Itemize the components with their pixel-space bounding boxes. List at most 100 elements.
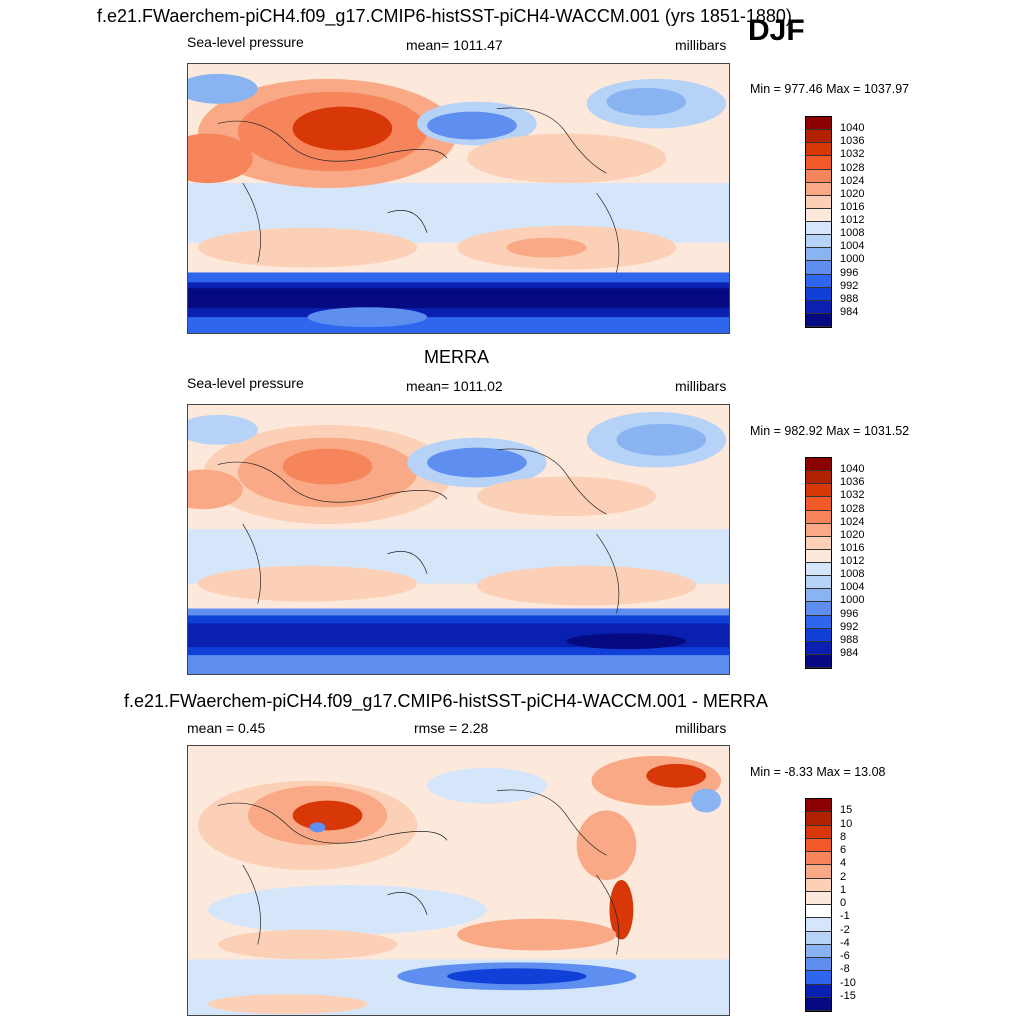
colorbar-segment: [806, 497, 831, 511]
panel-3-title: f.e21.FWaerchem-piCH4.f09_g17.CMIP6-hist…: [124, 691, 768, 711]
colorbar-label: 1004: [840, 581, 865, 594]
colorbar-segment: [806, 838, 831, 852]
colorbar-label: 15: [840, 804, 853, 817]
colorbar-segment: [806, 313, 831, 327]
colorbar-label: -10: [840, 976, 856, 989]
colorbar-label: 1028: [840, 502, 865, 515]
colorbar-label: 1: [840, 883, 847, 896]
colorbar-segment: [806, 274, 831, 288]
colorbar-label: -15: [840, 989, 856, 1002]
panel-2-left-label: Sea-level pressure: [187, 375, 304, 391]
panel-1-map-svg: [188, 64, 729, 333]
colorbar-segment: [806, 576, 831, 590]
colorbar-segment: [806, 182, 831, 196]
colorbar-segment: [806, 812, 831, 826]
panel-1-colorbar: [805, 116, 832, 328]
colorbar-label: -6: [840, 950, 850, 962]
colorbar-label: -1: [840, 910, 850, 923]
colorbar-label: 1016: [840, 200, 865, 213]
colorbar-label: 1028: [840, 161, 865, 174]
panel-3-minmax: Min = -8.33 Max = 13.08: [750, 765, 886, 779]
colorbar-label: 1036: [840, 135, 865, 148]
colorbar-label: -8: [840, 963, 850, 976]
panel-3-left-label: mean = 0.45: [187, 720, 266, 736]
colorbar-segment: [806, 130, 831, 144]
colorbar-segment: [806, 865, 831, 879]
colorbar-label: 6: [840, 844, 847, 856]
colorbar-segment: [806, 878, 831, 892]
colorbar-segment: [806, 536, 831, 550]
colorbar-segment: [806, 287, 831, 301]
colorbar-segment: [806, 471, 831, 485]
colorbar-segment: [806, 984, 831, 998]
colorbar-segment: [806, 944, 831, 958]
colorbar-segment: [806, 169, 831, 183]
colorbar-label: 996: [840, 607, 859, 620]
colorbar-label: 0: [840, 897, 847, 909]
panel-1-map: [187, 63, 730, 334]
panel-3-right-label: millibars: [675, 720, 727, 736]
colorbar-segment: [806, 891, 831, 905]
panel-2-map: [187, 404, 730, 675]
colorbar-segment: [806, 117, 831, 131]
colorbar-segment: [806, 222, 831, 236]
colorbar-label: 1032: [840, 489, 865, 502]
colorbar-segment: [806, 563, 831, 577]
colorbar-label: 8: [840, 830, 847, 843]
panel-2-center-label: mean= 1011.02: [406, 378, 503, 394]
colorbar-label: 1040: [840, 122, 865, 135]
colorbar-label: -2: [840, 923, 850, 936]
colorbar-label: 1012: [840, 555, 865, 567]
season-label: DJF: [748, 14, 805, 47]
colorbar-segment: [806, 641, 831, 655]
colorbar-segment: [806, 510, 831, 524]
colorbar-label: 1024: [840, 174, 865, 187]
colorbar-label: 1000: [840, 253, 865, 266]
colorbar-segment: [806, 918, 831, 932]
panel-3-map-svg: [188, 746, 729, 1015]
colorbar-label: 992: [840, 620, 859, 633]
colorbar-label: 1036: [840, 476, 865, 489]
colorbar-segment: [806, 799, 831, 813]
colorbar-segment: [806, 235, 831, 249]
colorbar-segment: [806, 602, 831, 616]
colorbar-label: 2: [840, 870, 847, 883]
colorbar-label: -4: [840, 936, 850, 949]
colorbar-segment: [806, 261, 831, 275]
colorbar-segment: [806, 852, 831, 866]
colorbar-segment: [806, 615, 831, 629]
colorbar-label: 996: [840, 266, 859, 279]
colorbar-label: 1040: [840, 463, 865, 476]
colorbar-label: 1016: [840, 541, 865, 554]
panel-3-colorbar: [805, 798, 832, 1012]
panel-2-minmax: Min = 982.92 Max = 1031.52: [750, 424, 910, 438]
colorbar-segment: [806, 589, 831, 603]
colorbar-segment: [806, 971, 831, 985]
panel-2-map-svg: [188, 405, 729, 674]
panel-1-center-label: mean= 1011.47: [406, 37, 503, 53]
colorbar-segment: [806, 654, 831, 668]
panel-1-minmax: Min = 977.46 Max = 1037.97: [750, 82, 910, 96]
colorbar-segment: [806, 628, 831, 642]
colorbar-segment: [806, 484, 831, 498]
colorbar-label: 1020: [840, 187, 865, 200]
colorbar-label: 4: [840, 857, 847, 870]
colorbar-label: 988: [840, 633, 859, 646]
panel-2-title: MERRA: [424, 347, 490, 367]
colorbar-segment: [806, 143, 831, 157]
colorbar-label: 1000: [840, 594, 865, 607]
colorbar-segment: [806, 458, 831, 472]
colorbar-segment: [806, 208, 831, 222]
colorbar-segment: [806, 523, 831, 537]
colorbar-label: 1024: [840, 515, 865, 528]
colorbar-label: 984: [840, 646, 859, 659]
colorbar-segment: [806, 905, 831, 919]
panel-2-colorbar: [805, 457, 832, 669]
colorbar-label: 984: [840, 305, 859, 318]
colorbar-label: 1004: [840, 240, 865, 253]
panel-1-right-label: millibars: [675, 37, 727, 53]
colorbar-segment: [806, 248, 831, 262]
colorbar-label: 988: [840, 292, 859, 305]
panel-2-right-label: millibars: [675, 378, 727, 394]
colorbar-segment: [806, 931, 831, 945]
